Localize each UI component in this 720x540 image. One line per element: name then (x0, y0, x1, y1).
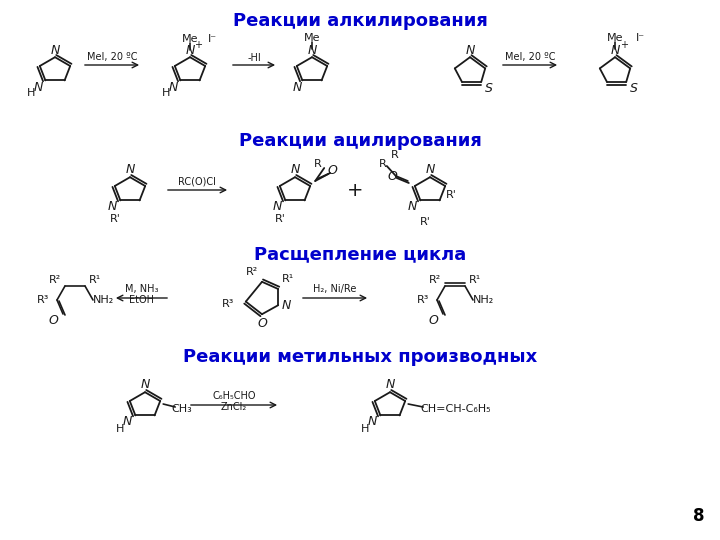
Text: H: H (361, 424, 369, 434)
Text: R³: R³ (417, 295, 429, 305)
Text: CH₃: CH₃ (172, 404, 192, 414)
Text: Расщепление цикла: Расщепление цикла (254, 245, 466, 263)
Text: Me: Me (607, 33, 624, 43)
Text: R': R' (446, 191, 457, 200)
Text: N: N (185, 44, 194, 57)
Text: O: O (388, 170, 397, 183)
Text: N: N (125, 163, 135, 176)
Text: EtOH: EtOH (130, 295, 155, 305)
Text: N: N (34, 81, 43, 94)
Text: MeI, 20 ºC: MeI, 20 ºC (86, 52, 138, 62)
Text: N: N (408, 200, 417, 213)
Text: NH₂: NH₂ (92, 295, 114, 305)
Text: R²: R² (49, 275, 61, 285)
Text: -HI: -HI (247, 53, 261, 63)
Text: I⁻: I⁻ (636, 33, 644, 43)
Text: O: O (257, 316, 267, 330)
Text: ZnCl₂: ZnCl₂ (221, 402, 247, 412)
Text: S: S (630, 83, 638, 96)
Text: NH₂: NH₂ (472, 295, 494, 305)
Text: R³: R³ (222, 299, 234, 308)
Text: I⁻: I⁻ (207, 34, 217, 44)
Text: R²: R² (429, 275, 441, 285)
Text: Me: Me (304, 33, 320, 43)
Text: N: N (465, 44, 474, 57)
Text: R: R (315, 159, 322, 169)
Text: R: R (391, 150, 399, 160)
Text: +: + (347, 180, 364, 199)
Text: N: N (50, 44, 60, 57)
Text: N: N (122, 415, 132, 428)
Text: CH=CH-C₆H₅: CH=CH-C₆H₅ (420, 404, 490, 414)
Text: N: N (368, 415, 377, 428)
Text: +: + (194, 40, 202, 50)
Text: Me: Me (181, 34, 198, 44)
Text: MeI, 20 ºC: MeI, 20 ºC (505, 52, 555, 62)
Text: Реакции метильных производных: Реакции метильных производных (183, 348, 537, 366)
Text: N: N (282, 299, 291, 312)
Text: N: N (293, 81, 302, 94)
Text: R¹: R¹ (89, 275, 101, 285)
Text: 8: 8 (693, 507, 705, 525)
Text: N: N (385, 377, 395, 391)
Text: C₆H₅CHO: C₆H₅CHO (212, 391, 256, 401)
Text: RC(O)Cl: RC(O)Cl (178, 177, 216, 187)
Text: R': R' (110, 214, 121, 225)
Text: N: N (168, 81, 178, 94)
Text: N: N (273, 200, 282, 213)
Text: +: + (620, 40, 628, 50)
Text: N: N (426, 163, 435, 176)
Text: N: N (307, 44, 317, 57)
Text: Реакции ацилирования: Реакции ацилирования (238, 132, 482, 150)
Text: N: N (140, 377, 150, 391)
Text: R': R' (420, 217, 431, 227)
Text: M, NH₃: M, NH₃ (125, 284, 158, 294)
Text: H: H (116, 424, 125, 434)
Text: S: S (485, 83, 493, 96)
Text: R¹: R¹ (469, 275, 481, 285)
Text: N: N (611, 44, 620, 57)
Text: Реакции алкилирования: Реакции алкилирования (233, 12, 487, 30)
Text: N: N (108, 200, 117, 213)
Text: R²: R² (246, 267, 258, 277)
Text: R': R' (275, 214, 286, 225)
Text: N: N (290, 163, 300, 176)
Text: R: R (379, 159, 387, 169)
Text: O: O (328, 164, 337, 177)
Text: H: H (27, 89, 35, 98)
Text: O: O (428, 314, 438, 327)
Text: R¹: R¹ (282, 274, 294, 284)
Text: H₂, Ni/Re: H₂, Ni/Re (313, 284, 356, 294)
Text: H: H (162, 89, 171, 98)
Text: R³: R³ (37, 295, 49, 305)
Text: O: O (48, 314, 58, 327)
